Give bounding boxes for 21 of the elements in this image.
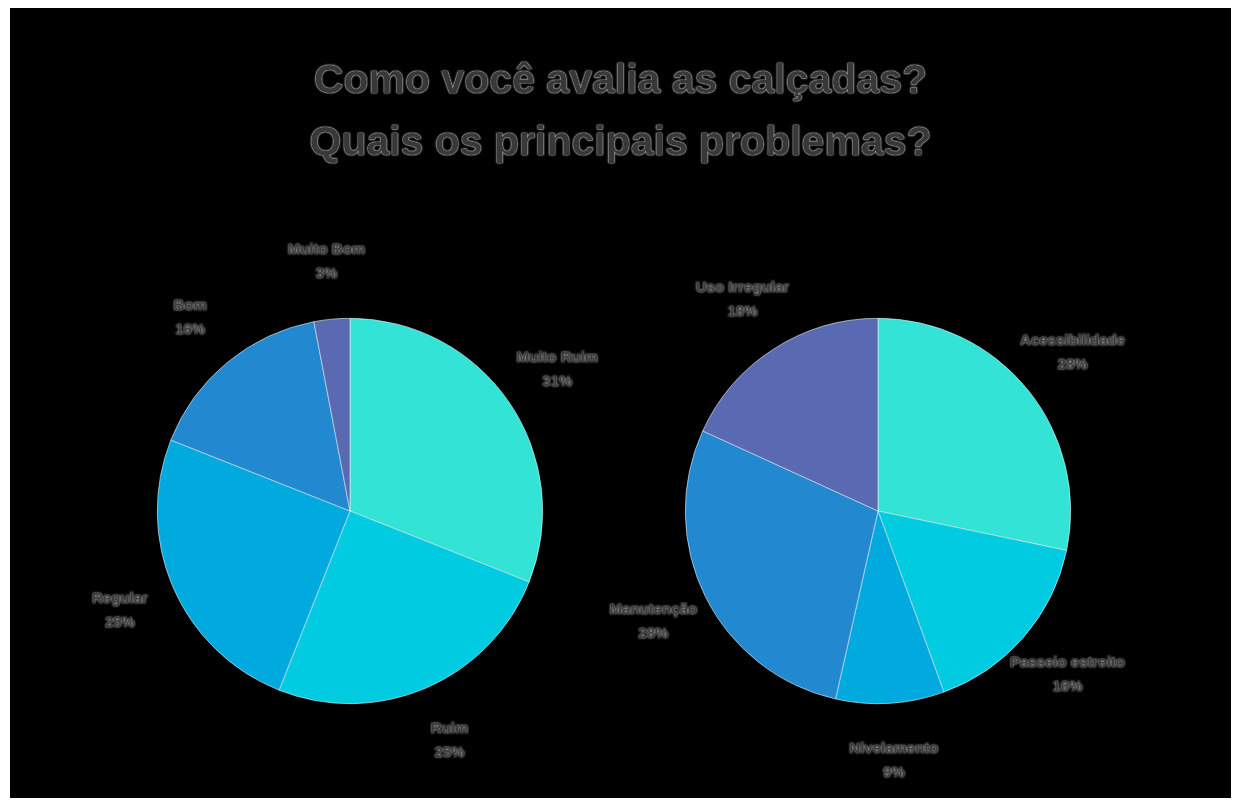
slice-label: Ruim [430, 719, 469, 737]
slice-label: Muito Bom [287, 239, 366, 257]
data-label: 31% [542, 372, 573, 390]
slice-label: Acessibilidade [1020, 331, 1126, 349]
slice-label: Uso Irregular [695, 278, 790, 296]
data-label: 25% [104, 612, 135, 630]
slice-label: Bom [173, 295, 207, 313]
data-label: 16% [1052, 677, 1083, 695]
slice-label: Manutenção [609, 600, 698, 618]
data-label: 25% [434, 743, 465, 761]
data-label: 28% [1057, 355, 1088, 373]
chart-title: Como você avalia as calçadas? Quais os principais problemas? [308, 55, 933, 166]
slice-label: Passeio estreito [1009, 653, 1125, 671]
slice-label: Nivelamento [849, 739, 939, 757]
data-label: 16% [175, 319, 206, 337]
slice-label: Muito Ruim [516, 348, 599, 366]
data-label: 28% [638, 624, 669, 642]
data-label: 18% [727, 302, 758, 320]
slice-label: Regular [91, 588, 148, 606]
data-label: 9% [883, 763, 905, 781]
data-label: 3% [315, 263, 338, 281]
